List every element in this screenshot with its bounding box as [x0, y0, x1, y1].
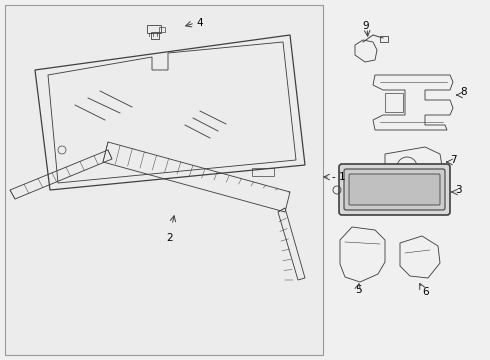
FancyBboxPatch shape: [344, 169, 445, 210]
FancyBboxPatch shape: [339, 164, 450, 215]
Text: 6: 6: [423, 287, 429, 297]
Text: 8: 8: [460, 87, 466, 97]
FancyBboxPatch shape: [5, 5, 323, 355]
Text: 9: 9: [363, 21, 369, 31]
Text: 4: 4: [196, 18, 203, 28]
Text: 7: 7: [450, 155, 457, 165]
Text: 2: 2: [167, 233, 173, 243]
Text: - 1: - 1: [332, 172, 345, 182]
Text: 3: 3: [455, 185, 462, 195]
FancyBboxPatch shape: [349, 174, 440, 205]
Text: 5: 5: [355, 285, 361, 295]
